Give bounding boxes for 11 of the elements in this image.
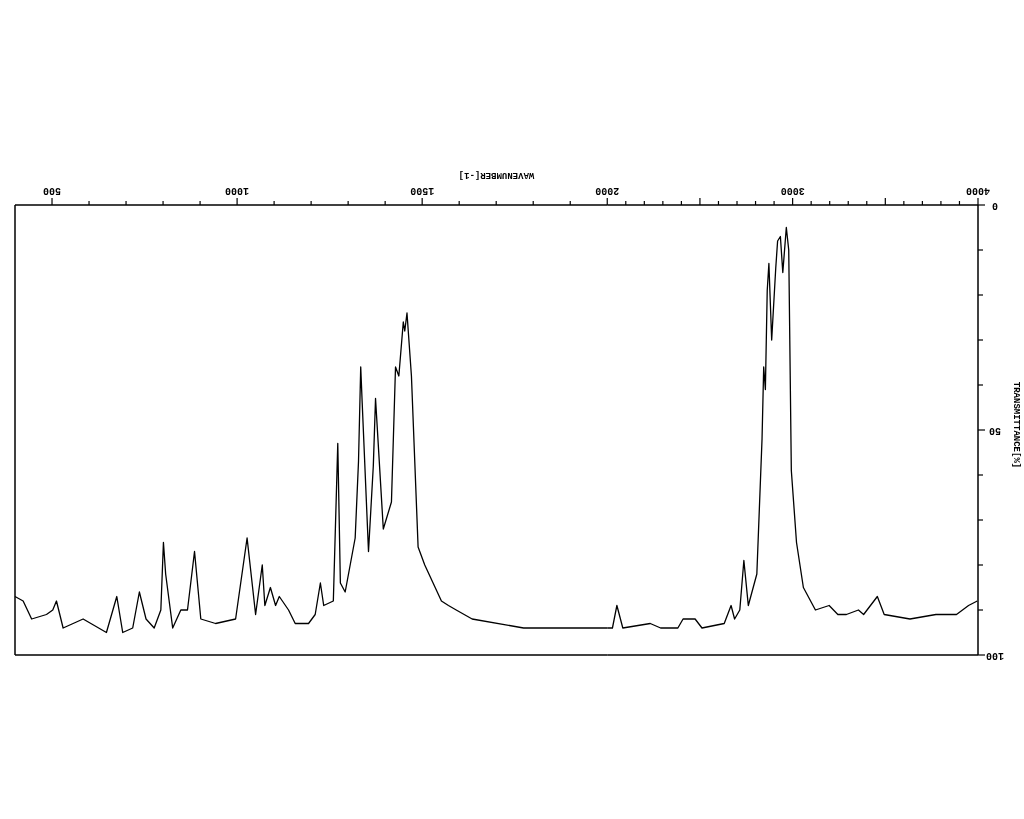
x-tick-label: 1500: [410, 184, 435, 196]
x-tick-label: 4000: [965, 184, 991, 196]
y-tick-label: 0: [991, 199, 999, 211]
x-axis-title: WAVENUMBER[-1]: [458, 170, 535, 180]
y-tick-label: 100: [985, 649, 1005, 661]
y-tick-label: 50: [988, 424, 1002, 436]
y-axis-title: TRANSMITTANCE[%]: [1011, 381, 1021, 469]
x-tick-label: 500: [43, 184, 62, 196]
x-tick-label: 1000: [225, 184, 250, 196]
x-tick-label: 2000: [595, 184, 620, 196]
x-tick-label: 3000: [780, 184, 805, 196]
